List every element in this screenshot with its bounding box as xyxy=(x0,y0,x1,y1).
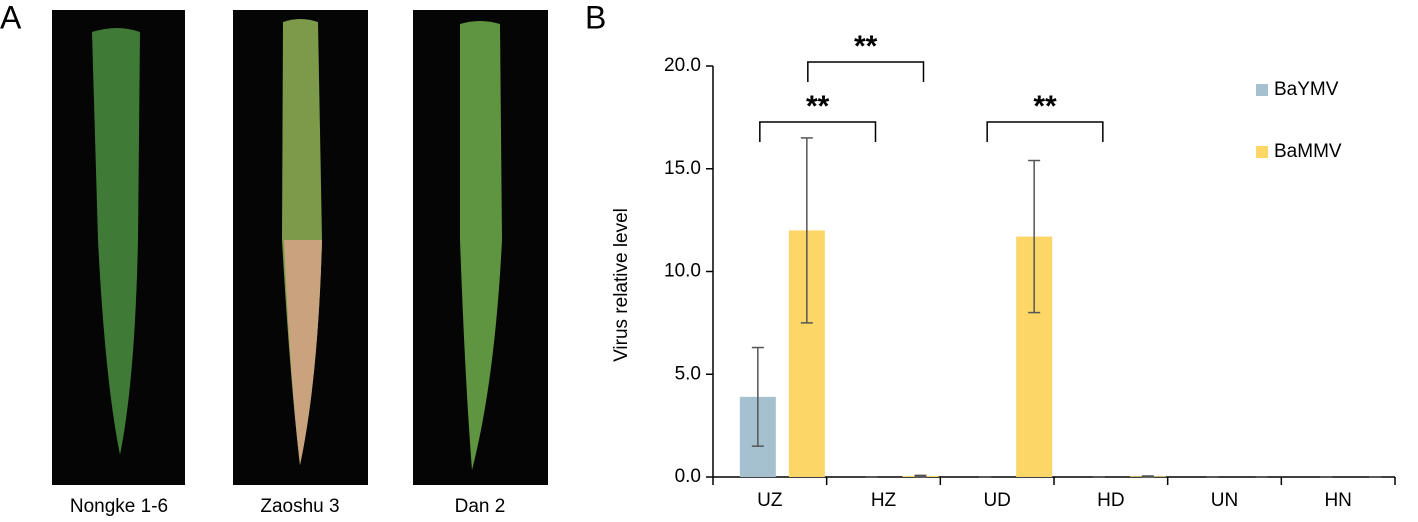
y-tick-label: 15.0 xyxy=(664,158,701,179)
x-tick-label: HZ xyxy=(871,490,897,511)
significance-label: ** xyxy=(806,90,830,123)
y-tick-label: 0.0 xyxy=(675,466,701,487)
leaf-lesion xyxy=(284,240,322,465)
significance-bracket xyxy=(807,61,925,82)
y-tick-label: 5.0 xyxy=(675,363,701,384)
leaf-label: Zaoshu 3 xyxy=(260,496,339,517)
significance-bracket xyxy=(759,121,877,142)
leaf xyxy=(460,21,502,470)
legend-swatch xyxy=(1256,84,1268,96)
y-tick-label: 10.0 xyxy=(664,261,701,282)
legend-label: BaYMV xyxy=(1274,79,1339,100)
leaf-label: Dan 2 xyxy=(455,496,506,517)
panel-letter: A xyxy=(0,0,22,35)
x-tick-label: HN xyxy=(1324,490,1351,511)
significance-label: ** xyxy=(1033,90,1057,123)
leaf xyxy=(92,28,140,455)
panel-letter: B xyxy=(585,0,606,35)
x-tick-label: UN xyxy=(1211,490,1238,511)
significance-bracket xyxy=(986,121,1104,142)
y-tick-label: 20.0 xyxy=(664,55,701,76)
legend-label: BaMMV xyxy=(1274,141,1342,162)
legend-swatch xyxy=(1256,146,1268,158)
leaf-label: Nongke 1-6 xyxy=(70,496,168,517)
significance-label: ** xyxy=(854,30,878,63)
x-tick-label: UZ xyxy=(757,490,783,511)
y-axis-label: Virus relative level xyxy=(611,208,632,362)
x-tick-label: UD xyxy=(983,490,1010,511)
leaf-photos xyxy=(52,10,548,485)
x-tick-label: HD xyxy=(1097,490,1124,511)
